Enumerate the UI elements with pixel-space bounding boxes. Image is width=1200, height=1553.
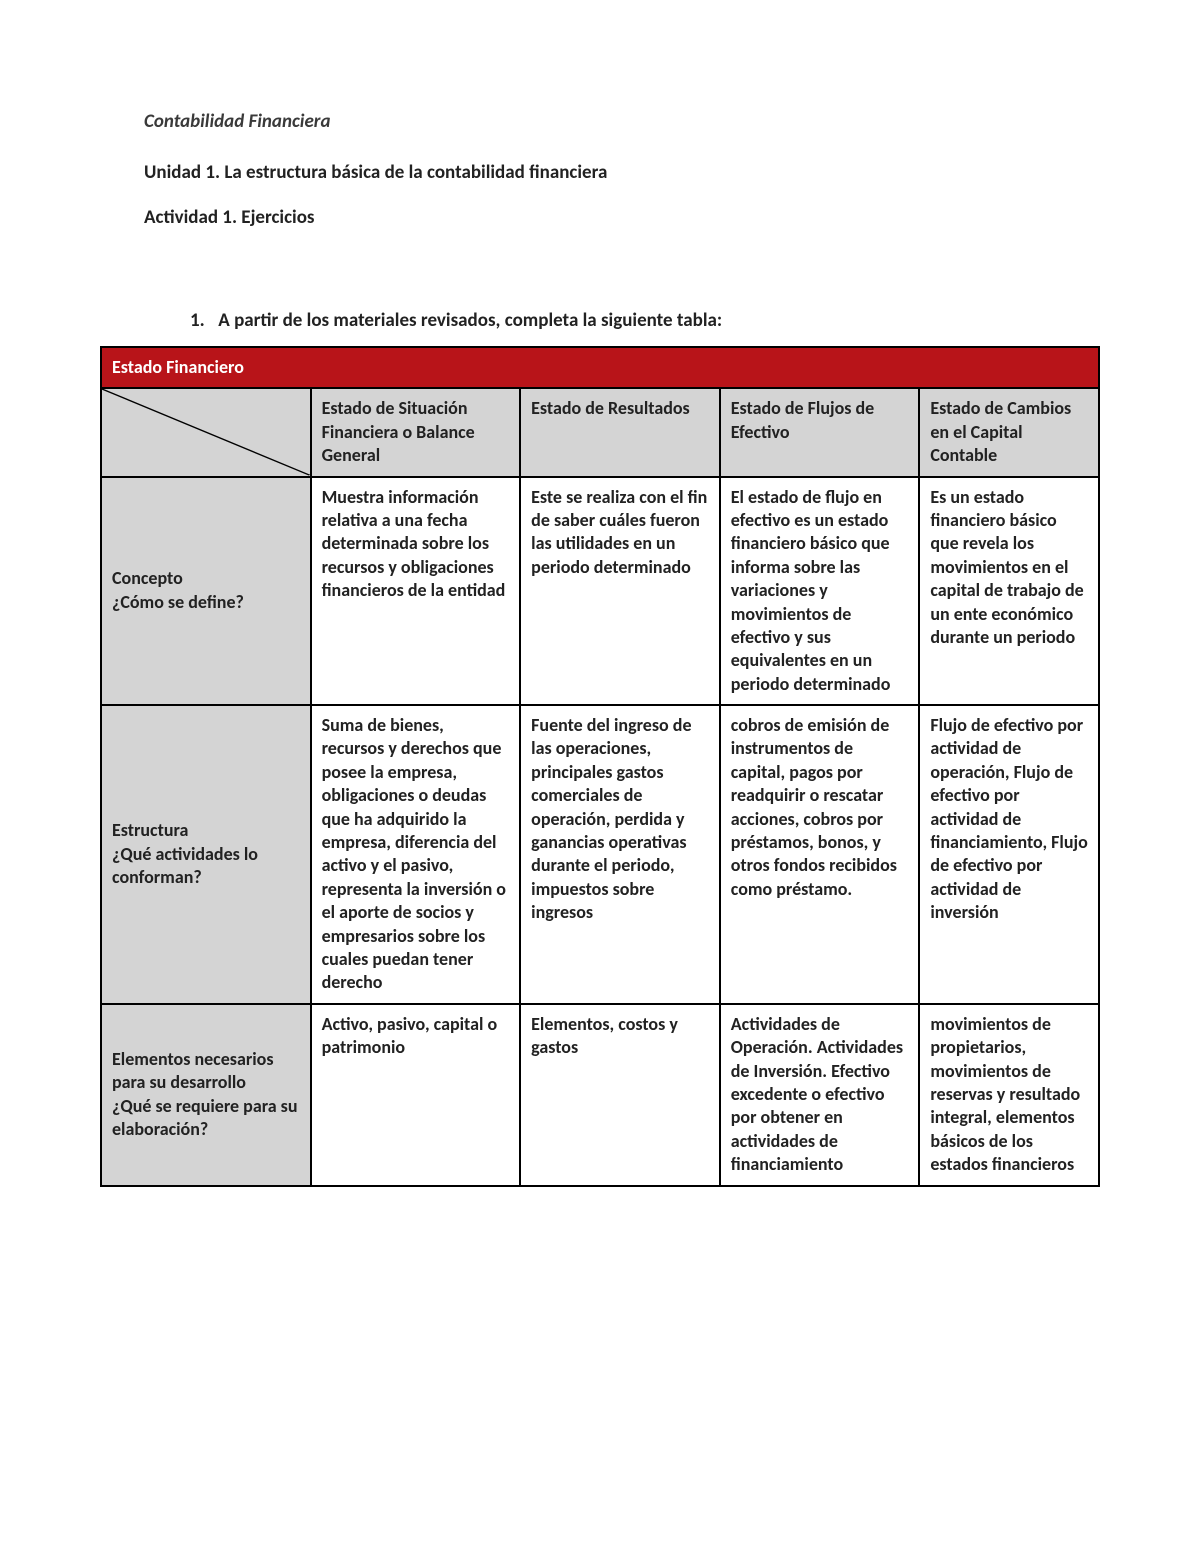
table-row: Elementos necesarios para su desarrollo¿…	[101, 1004, 1099, 1186]
table-cell: Actividades de Operación. Actividades de…	[720, 1004, 920, 1186]
activity-line: Actividad 1. Ejercicios	[144, 206, 1056, 229]
table-cell: Muestra información relativa a una fecha…	[311, 477, 521, 706]
diagonal-corner-cell	[101, 388, 311, 476]
table-banner-row: Estado Financiero	[101, 347, 1099, 388]
prompt-text: 1. A partir de los materiales revisados,…	[190, 309, 1100, 332]
diagonal-line-icon	[102, 389, 310, 475]
table-cell: Activo, pasivo, capital o patrimonio	[311, 1004, 521, 1186]
unit-line: Unidad 1. La estructura básica de la con…	[144, 161, 1056, 184]
table-cell: Flujo de efectivo por actividad de opera…	[919, 705, 1099, 1004]
column-header: Estado de Resultados	[520, 388, 720, 476]
table-header-row: Estado de Situación Financiera o Balance…	[101, 388, 1099, 476]
column-header: Estado de Situación Financiera o Balance…	[311, 388, 521, 476]
table-cell: cobros de emisión de instrumentos de cap…	[720, 705, 920, 1004]
table-cell: Elementos, costos y gastos	[520, 1004, 720, 1186]
row-label: Concepto¿Cómo se define?	[101, 477, 311, 706]
prompt-body: A partir de los materiales revisados, co…	[218, 309, 722, 332]
table-cell: Fuente del ingreso de las operaciones, p…	[520, 705, 720, 1004]
table-row: Estructura¿Qué actividades lo conforman?…	[101, 705, 1099, 1004]
table-cell: Suma de bienes, recursos y derechos que …	[311, 705, 521, 1004]
prompt-block: 1. A partir de los materiales revisados,…	[100, 309, 1100, 332]
document-page: Contabilidad Financiera Unidad 1. La est…	[0, 0, 1200, 1553]
column-header: Estado de Cambios en el Capital Contable	[919, 388, 1099, 476]
column-header: Estado de Flujos de Efectivo	[720, 388, 920, 476]
prompt-number: 1.	[190, 309, 214, 332]
table-cell: movimientos de propietarios, movimientos…	[919, 1004, 1099, 1186]
course-title: Contabilidad Financiera	[144, 110, 1056, 133]
header-block: Contabilidad Financiera Unidad 1. La est…	[100, 110, 1100, 229]
table-cell: Es un estado financiero básico que revel…	[919, 477, 1099, 706]
row-label: Elementos necesarios para su desarrollo¿…	[101, 1004, 311, 1186]
table-cell: El estado de flujo en efectivo es un est…	[720, 477, 920, 706]
table-cell: Este se realiza con el fin de saber cuál…	[520, 477, 720, 706]
table-banner: Estado Financiero	[101, 347, 1099, 388]
row-label: Estructura¿Qué actividades lo conforman?	[101, 705, 311, 1004]
financial-statements-table: Estado Financiero Estado de Situación Fi…	[100, 346, 1100, 1187]
table-row: Concepto¿Cómo se define? Muestra informa…	[101, 477, 1099, 706]
